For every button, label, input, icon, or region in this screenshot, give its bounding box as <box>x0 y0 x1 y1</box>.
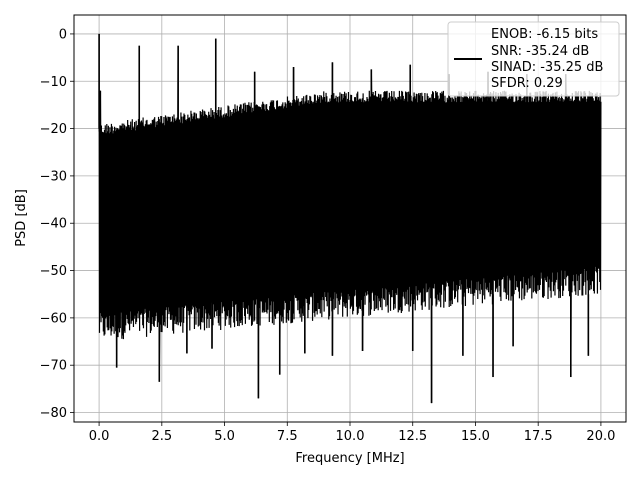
y-tick-label: −50 <box>40 264 67 279</box>
legend: ENOB: -6.15 bits SNR: -35.24 dB SINAD: -… <box>447 21 620 97</box>
y-tick-label: −80 <box>40 406 67 421</box>
y-axis-ticks: 0 −10 −20 −30 −40 −50 −60 −70 −80 <box>40 27 74 421</box>
y-axis-label: PSD [dB] <box>14 189 29 247</box>
y-tick-label: 0 <box>59 27 67 42</box>
x-axis-ticks: 0.0 2.5 5.0 7.5 10.0 12.5 15.0 17.5 20.0 <box>89 422 615 444</box>
psd-series <box>98 33 602 404</box>
y-tick-label: −10 <box>40 75 67 90</box>
x-tick-label: 2.5 <box>151 429 172 444</box>
y-tick-label: −70 <box>40 359 67 374</box>
legend-entry-snr: SNR: -35.24 dB <box>491 44 589 59</box>
legend-entry-sinad: SINAD: -35.25 dB <box>491 60 603 75</box>
x-tick-label: 5.0 <box>214 429 235 444</box>
y-tick-label: −20 <box>40 122 67 137</box>
legend-entry-enob: ENOB: -6.15 bits <box>491 27 598 42</box>
legend-box <box>447 21 620 97</box>
y-tick-label: −60 <box>40 311 67 326</box>
x-tick-label: 12.5 <box>398 429 427 444</box>
x-tick-label: 15.0 <box>461 429 490 444</box>
y-tick-label: −40 <box>40 217 67 232</box>
x-tick-label: 7.5 <box>277 429 298 444</box>
psd-trace <box>98 33 602 404</box>
legend-entry-sfdr: SFDR: 0.29 <box>491 76 563 91</box>
x-tick-label: 17.5 <box>524 429 553 444</box>
x-tick-label: 10.0 <box>336 429 365 444</box>
y-tick-label: −30 <box>40 169 67 184</box>
x-tick-label: 20.0 <box>586 429 615 444</box>
x-axis-label: Frequency [MHz] <box>295 451 404 466</box>
x-tick-label: 0.0 <box>89 429 110 444</box>
